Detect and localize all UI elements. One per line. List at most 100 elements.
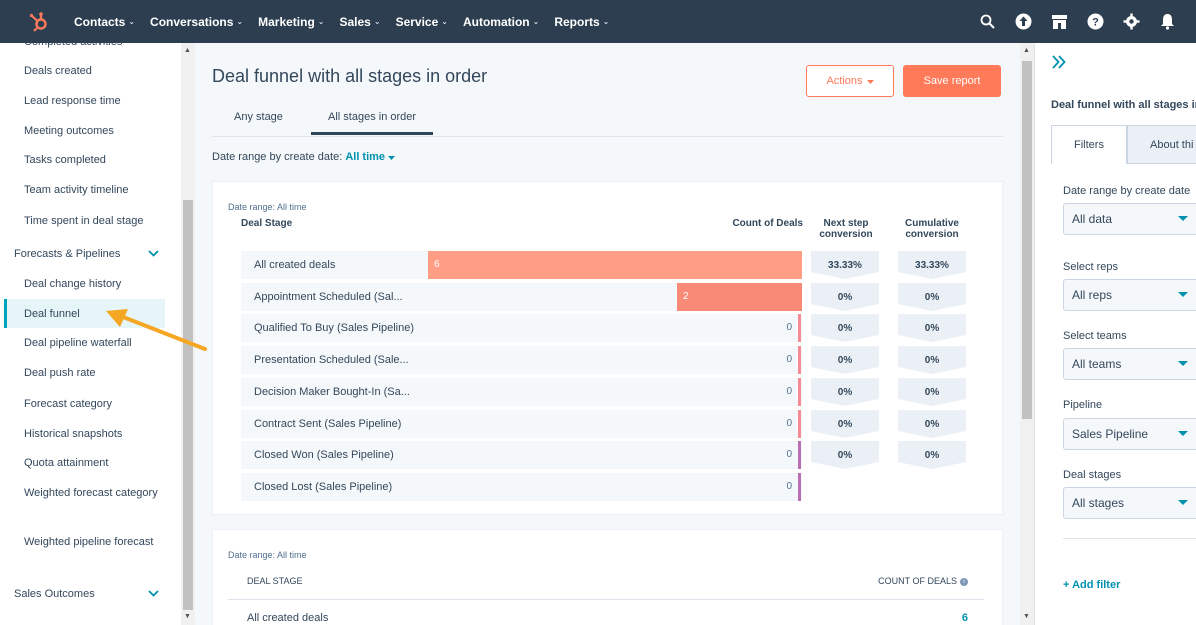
funnel-row[interactable]: All created deals 6 [241,251,802,279]
nav-conversations[interactable]: Conversations ⌄ [150,15,243,29]
sidebar-group-label: Forecasts & Pipelines [14,248,121,260]
funnel-bar[interactable] [798,441,801,469]
funnel-bar[interactable] [798,346,801,374]
sidebar-item-quota-attainment[interactable]: Quota attainment [24,457,109,469]
sidebar-item-meeting-outcomes[interactable]: Meeting outcomes [24,125,114,137]
sidebar-item-lead-response-time[interactable]: Lead response time [24,95,121,107]
collapse-panel-icon[interactable] [1051,53,1067,74]
dropdown-caret-icon [1178,361,1188,366]
nav-contacts[interactable]: Contacts ⌄ [74,15,135,29]
funnel-stage-label: Presentation Scheduled (Sale... [254,354,409,366]
next-step-conversion-cell: 0% [811,441,879,469]
table-header-count-of-deals[interactable]: COUNT OF DEALS i [878,576,968,586]
funnel-bar[interactable] [428,251,802,279]
select-teams-dropdown[interactable]: All teams [1063,348,1196,380]
funnel-bar-value: 0 [786,386,792,397]
tab-any-stage[interactable]: Any stage [234,111,283,123]
funnel-bar-value: 0 [786,418,792,429]
caret-down-icon [388,151,396,163]
svg-text:?: ? [1092,17,1099,29]
sidebar-item-team-activity-timeline[interactable]: Team activity timeline [24,184,129,196]
hubspot-logo-icon[interactable] [24,7,54,37]
funnel-bar[interactable] [798,378,801,406]
funnel-row[interactable]: Appointment Scheduled (Sal... 2 [241,283,802,311]
nav-automation[interactable]: Automation ⌄ [463,15,539,29]
nav-marketing[interactable]: Marketing ⌄ [258,15,324,29]
actions-button[interactable]: Actions [806,65,894,97]
funnel-bar-value: 0 [786,354,792,365]
tab-about[interactable]: About thi [1127,125,1196,164]
chevron-down-icon: ⌄ [373,17,381,26]
notifications-bell-icon[interactable] [1159,13,1176,30]
main-scrollbar[interactable]: ▲ ▼ [1020,43,1034,625]
marketplace-icon[interactable] [1051,13,1068,30]
scroll-down-arrow-icon[interactable]: ▼ [184,613,191,620]
select-reps-dropdown[interactable]: All reps [1063,279,1196,311]
select-value: All teams [1072,357,1122,371]
funnel-stage-label: Closed Lost (Sales Pipeline) [254,481,393,493]
help-icon[interactable]: ? [1087,13,1104,30]
funnel-bar[interactable] [798,410,801,438]
sidebar-item-deal-funnel[interactable]: Deal funnel [24,308,80,320]
funnel-bar[interactable] [798,314,801,342]
funnel-row[interactable]: Contract Sent (Sales Pipeline) 0 [241,410,802,438]
sidebar-item-historical-snapshots[interactable]: Historical snapshots [24,428,123,440]
funnel-stage-label: Appointment Scheduled (Sal... [254,291,403,303]
funnel-bar[interactable] [677,283,802,311]
funnel-row[interactable]: Closed Lost (Sales Pipeline) 0 [241,473,802,501]
sidebar-item-weighted-pipeline-forecast[interactable]: Weighted pipeline forecast [24,536,154,548]
chevron-down-icon: ⌄ [532,17,540,26]
scroll-up-arrow-icon[interactable]: ▲ [184,47,191,54]
next-step-conversion-cell: 0% [811,410,879,438]
sidebar-item-deal-pipeline-waterfall[interactable]: Deal pipeline waterfall [24,337,132,349]
funnel-stage-label: Closed Won (Sales Pipeline) [254,449,394,461]
nav-sales[interactable]: Sales ⌄ [340,15,381,29]
sidebar-group-forecasts-pipelines[interactable]: Forecasts & Pipelines [14,248,159,260]
nav-service[interactable]: Service ⌄ [396,15,448,29]
sidebar-item-deals-created[interactable]: Deals created [24,65,92,77]
table-cell-count-link[interactable]: 6 [961,612,968,624]
pipeline-dropdown[interactable]: Sales Pipeline [1063,418,1196,450]
scroll-down-arrow-icon[interactable]: ▼ [1023,613,1030,620]
chevron-down-icon: ⌄ [236,17,244,26]
cumulative-conversion-cell: 0% [898,314,966,342]
funnel-row[interactable]: Presentation Scheduled (Sale... 0 [241,346,802,374]
sidebar-item-forecast-category[interactable]: Forecast category [24,398,113,410]
sidebar-item-tasks-completed[interactable]: Tasks completed [24,154,106,166]
date-range-select[interactable]: All data [1063,203,1196,235]
upgrade-icon[interactable] [1015,13,1032,30]
cumulative-conversion-cell: 0% [898,410,966,438]
tab-filters[interactable]: Filters [1051,125,1127,164]
settings-gear-icon[interactable] [1123,13,1140,30]
date-range-filter[interactable]: Date range by create date: All time [212,151,396,163]
nav-label: Contacts [74,14,126,29]
sidebar-item-time-spent-in-deal-stage[interactable]: Time spent in deal stage [24,215,144,227]
sidebar-item-deal-change-history[interactable]: Deal change history [24,278,122,290]
sidebar-group-sales-outcomes[interactable]: Sales Outcomes [14,588,159,600]
next-step-conversion-cell: 0% [811,378,879,406]
deal-stages-dropdown[interactable]: All stages [1063,487,1196,519]
funnel-row[interactable]: Decision Maker Bought-In (Sa... 0 [241,378,802,406]
table-header-deal-stage[interactable]: DEAL STAGE [247,576,303,586]
sidebar-scrollbar-thumb[interactable] [183,200,193,610]
sidebar-item-completed-activities[interactable]: Completed activities [24,43,164,52]
sidebar-item-deal-push-rate[interactable]: Deal push rate [24,367,96,379]
select-value: All reps [1072,288,1113,302]
funnel-row[interactable]: Qualified To Buy (Sales Pipeline) 0 [241,314,802,342]
sidebar-item-weighted-forecast-category[interactable]: Weighted forecast category [24,487,158,499]
cumulative-conversion-cell: 0% [898,441,966,469]
main-scrollbar-thumb[interactable] [1022,61,1032,419]
header-count-of-deals: Count of Deals [732,218,803,229]
table-divider [228,599,984,600]
funnel-bar[interactable] [798,473,801,501]
nav-reports[interactable]: Reports ⌄ [554,15,609,29]
scroll-up-arrow-icon[interactable]: ▲ [1023,47,1030,54]
search-icon[interactable] [979,13,996,30]
tab-all-stages-in-order[interactable]: All stages in order [311,111,434,135]
sidebar-scrollbar[interactable]: ▲ ▼ [181,43,195,625]
funnel-row[interactable]: Closed Won (Sales Pipeline) 0 [241,441,802,469]
add-filter-button[interactable]: + Add filter [1063,579,1120,591]
nav-label: Conversations [150,14,234,29]
save-report-button[interactable]: Save report [903,65,1001,97]
info-icon[interactable]: i [960,577,968,586]
